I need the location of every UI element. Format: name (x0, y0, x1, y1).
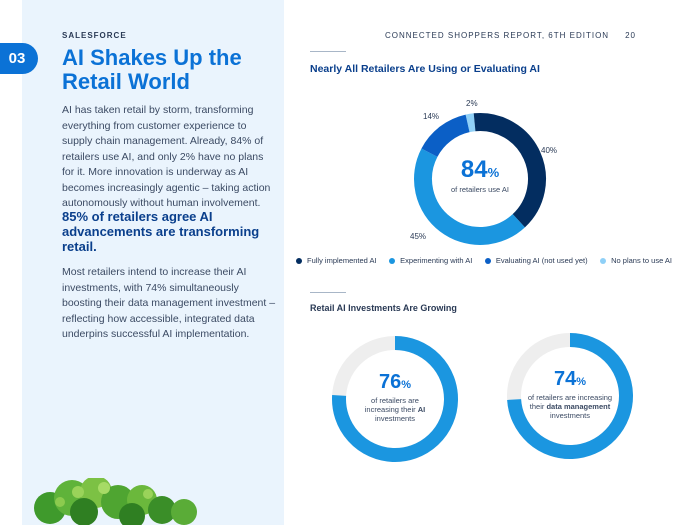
chart-legend: Fully implemented AI Experimenting with … (296, 256, 672, 265)
highlight-statement: 85% of retailers agree AI advancements a… (62, 209, 260, 254)
donut-value-arc (332, 336, 458, 462)
donut-center-ai-investment: 76% of retailers are increasing their AI… (355, 371, 435, 423)
divider (310, 292, 346, 293)
page-number: 20 (625, 31, 636, 40)
donut-slice (465, 113, 476, 133)
legend-dot (484, 257, 491, 264)
center-caption: of retailers are increasing their AI inv… (364, 396, 426, 423)
donut-slice (473, 113, 546, 228)
divider (310, 51, 346, 52)
section-number-tab: 03 (0, 43, 38, 74)
slice-label-evaluating: 14% (423, 112, 440, 121)
donut-value-arc (507, 333, 633, 459)
legend-item: No plans to use AI (600, 256, 672, 265)
legend-item: Fully implemented AI (296, 256, 377, 265)
ai-usage-donut-chart (414, 113, 546, 245)
legend-item: Evaluating AI (not used yet) (484, 256, 588, 265)
donut-slice (421, 114, 470, 158)
center-caption: of retailers are increasing their data m… (527, 393, 613, 420)
left-panel (22, 0, 284, 525)
page-title: AI Shakes Up the Retail World (62, 45, 242, 94)
tree-illustration (34, 478, 197, 525)
donut-slice (414, 148, 525, 245)
slice-label-experimenting: 45% (410, 232, 427, 241)
center-value: 84% (460, 156, 500, 183)
center-value: 76% (378, 371, 412, 393)
legend-item: Experimenting with AI (389, 256, 472, 265)
center-value: 74% (553, 368, 587, 390)
center-caption: of retailers use AI (451, 185, 509, 194)
body-paragraph: Most retailers intend to increase their … (62, 266, 276, 340)
data-management-investment-donut-chart (507, 333, 633, 459)
donut-center-data-investment: 74% of retailers are increasing their da… (520, 368, 620, 420)
legend-dot (600, 257, 607, 264)
chart-title-ai-usage: Nearly All Retailers Are Using or Evalua… (310, 63, 540, 75)
slice-label-no-plans: 2% (466, 99, 478, 108)
intro-paragraph: AI has taken retail by storm, transformi… (62, 104, 271, 209)
ai-investment-donut-chart (332, 336, 458, 462)
legend-dot (296, 257, 302, 264)
donut-center: 84% of retailers use AI (430, 156, 530, 195)
legend-dot (389, 257, 396, 264)
chart-title-ai-investments: Retail AI Investments Are Growing (310, 303, 457, 313)
slice-label-fully-implemented: 40% (541, 146, 558, 155)
report-title: CONNECTED SHOPPERS REPORT, 6TH EDITION 20 (384, 31, 636, 40)
brand-name: SALESFORCE (62, 31, 127, 40)
